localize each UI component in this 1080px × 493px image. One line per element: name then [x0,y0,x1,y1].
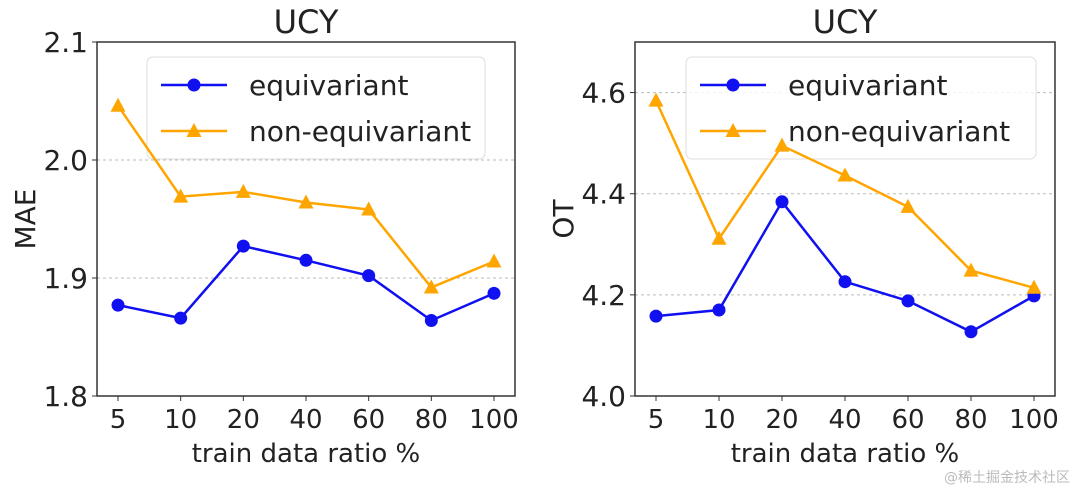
x-axis-label: train data ratio % [731,439,960,469]
y-tick-label: 4.0 [581,380,626,413]
plot-frame [96,41,516,397]
data-point [725,123,741,137]
data-point [299,253,313,267]
legend-label: non-equivariant [249,115,471,148]
x-tick-label: 100 [469,405,519,435]
x-tick-label: 60 [891,405,924,435]
x-tick-label: 80 [954,405,987,435]
data-point [186,123,202,137]
data-point [110,97,126,112]
legend [146,56,486,160]
data-point [712,303,726,317]
x-tick-label: 20 [765,405,798,435]
y-axis-label: OT [547,199,580,239]
data-point [726,78,740,92]
data-point [963,262,979,277]
data-point [774,137,790,152]
data-point [900,198,916,213]
y-tick-label: 1.8 [43,380,88,413]
data-point [423,279,439,294]
x-tick-label: 40 [289,405,322,435]
series-equivariant: equivariant [649,69,1041,339]
y-tick-label: 2.1 [43,26,88,59]
y-tick-label: 2.0 [43,144,88,177]
data-point [424,313,438,327]
y-axis-label: MAE [9,188,42,249]
y-tick-label: 4.6 [581,77,626,110]
data-point [964,325,978,339]
x-tick-label: 5 [110,405,127,435]
data-point [236,239,250,253]
x-tick-label: 10 [164,405,197,435]
data-point [837,167,853,182]
legend-label: non-equivariant [788,115,1010,148]
data-point [838,275,852,289]
series-line [655,199,1035,334]
chart-title: UCY [813,3,878,41]
chart-2: 4.0 4.2 4.4 4.6 5 10 20 40 60 80 100 UCY train data … [547,3,1059,469]
data-point [111,298,125,312]
legend-label: equivariant [788,69,947,102]
data-point [487,286,501,300]
data-point [775,195,789,209]
data-point [235,183,251,198]
data-point [901,294,915,308]
y-tick-label: 4.2 [581,279,626,312]
data-point [173,188,189,203]
y-tick-label: 1.9 [43,262,88,295]
data-point [187,78,201,92]
x-tick-label: 100 [1009,405,1059,435]
series-non-equivariant: non-equivariant [110,97,502,294]
legend-label: equivariant [249,69,408,102]
data-point [298,194,314,209]
x-tick-label: 60 [352,405,385,435]
y-tick-label: 4.4 [581,178,626,211]
chart-title: UCY [274,3,339,41]
series-non-equivariant: non-equivariant [648,92,1042,294]
data-point [648,92,664,107]
watermark: @稀土掘金技术社区 [944,470,1070,486]
data-point [361,201,377,216]
data-point [649,309,663,323]
x-tick-label: 40 [828,405,861,435]
x-axis-label: train data ratio % [192,439,421,469]
data-point [486,253,502,268]
x-tick-label: 5 [648,405,665,435]
data-point [174,311,188,325]
x-tick-label: 80 [415,405,448,435]
plot-frame [634,41,1056,397]
data-point [711,230,727,245]
chart-1: 1.8 1.9 2.0 2.1 5 10 20 40 60 80 100 UCY train data … [9,3,519,469]
legend [685,56,1037,160]
series-equivariant: equivariant [111,69,501,327]
x-tick-label: 20 [227,405,260,435]
x-tick-label: 10 [702,405,735,435]
data-point [1026,279,1042,294]
data-point [362,269,376,283]
